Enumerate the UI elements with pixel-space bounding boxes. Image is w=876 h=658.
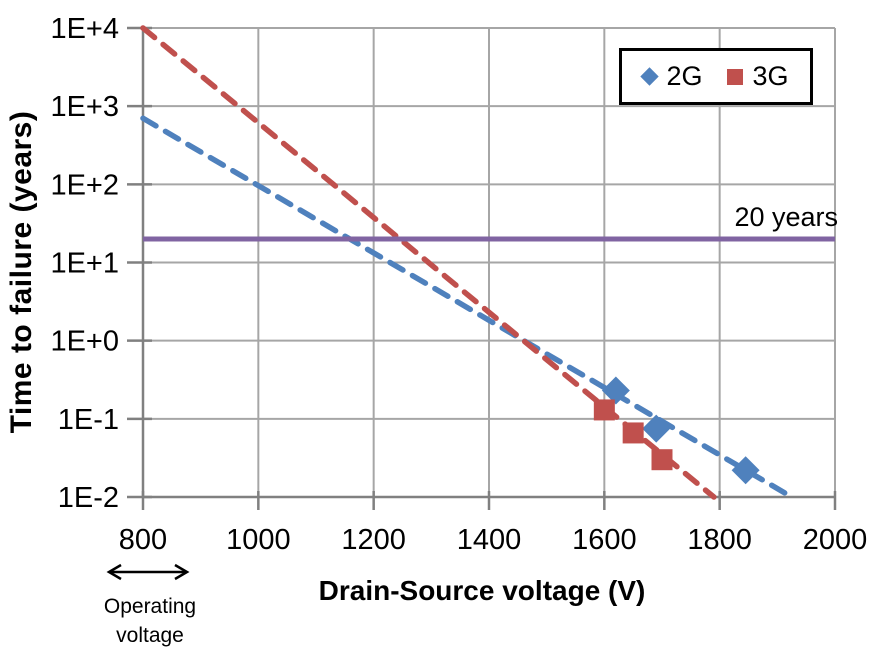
y-tick-label: 1E+2 — [50, 169, 119, 201]
y-tick-label: 1E+1 — [50, 248, 119, 280]
reference-line-label: 20 years — [734, 202, 838, 232]
legend: 2G 3G — [619, 48, 813, 105]
y-tick-label: 1E-2 — [58, 482, 119, 514]
double-arrow-icon — [106, 563, 190, 581]
x-tick-label: 2000 — [803, 524, 868, 556]
data-point-2g — [601, 376, 630, 405]
x-axis-title: Drain-Source voltage (V) — [318, 575, 646, 606]
operating-voltage-line1: Operating — [103, 595, 197, 618]
x-tick-label: 800 — [119, 524, 167, 556]
data-point-3g — [651, 449, 673, 471]
trendline-3g — [140, 25, 717, 500]
legend-label-3g: 3G — [752, 61, 789, 91]
y-tick-label: 1E+0 — [50, 326, 119, 358]
square-marker-icon — [726, 68, 743, 85]
operating-voltage-line2: voltage — [116, 624, 184, 647]
y-tick-label: 1E+4 — [50, 13, 119, 45]
legend-entry-3g: 3G — [726, 61, 789, 92]
operating-voltage-annotation: Operating voltage — [88, 592, 212, 650]
x-tick-label: 1400 — [457, 524, 522, 556]
x-tick-label: 1200 — [341, 524, 406, 556]
x-tick-label: 1600 — [572, 524, 637, 556]
trendline-2g — [140, 115, 795, 500]
diamond-marker-icon — [640, 67, 660, 86]
x-tick-label: 1000 — [226, 524, 291, 556]
legend-label-2g: 2G — [666, 61, 703, 91]
y-tick-label: 1E+3 — [50, 91, 119, 123]
data-point-2g — [642, 414, 671, 443]
y-axis-title: Time to failure (years) — [5, 110, 38, 434]
data-point-3g — [622, 422, 644, 444]
x-tick-label: 1800 — [687, 524, 752, 556]
data-point-3g — [593, 399, 615, 421]
legend-entry-2g: 2G — [640, 61, 703, 92]
y-tick-label: 1E-1 — [58, 404, 119, 436]
data-point-2g — [731, 456, 760, 485]
